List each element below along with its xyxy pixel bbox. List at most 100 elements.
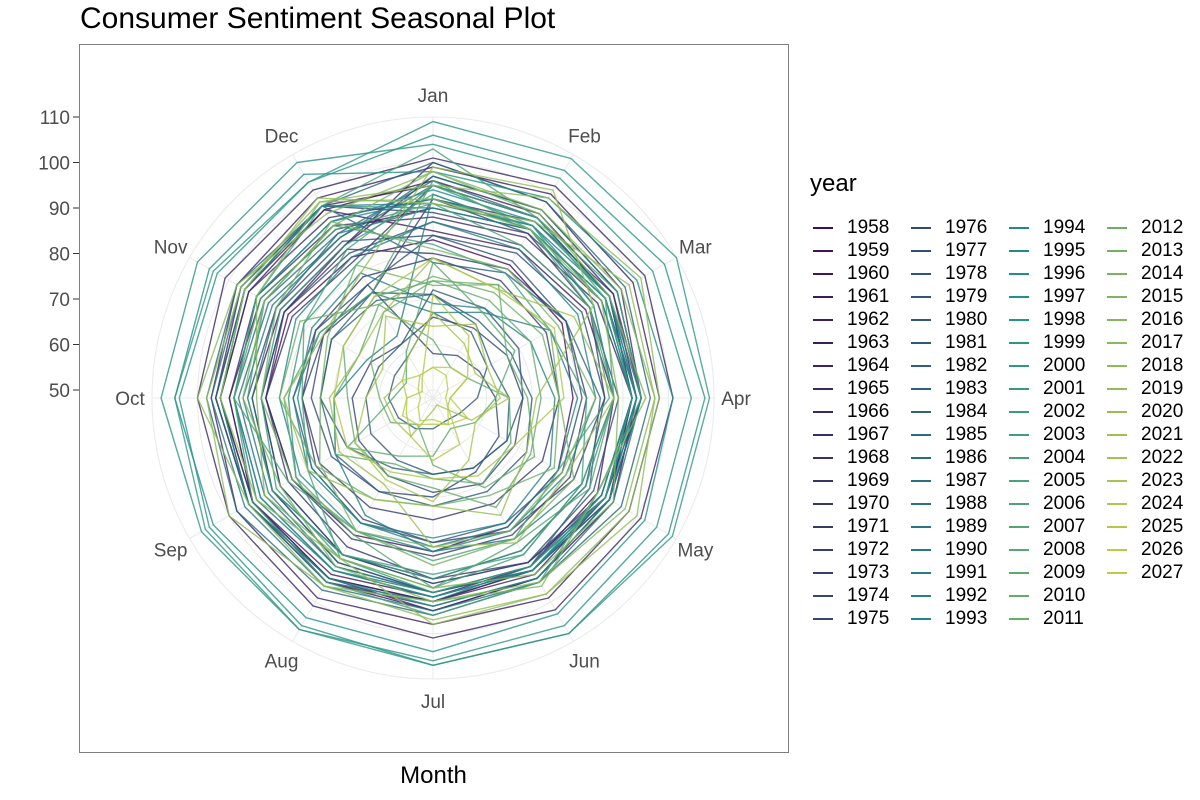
legend-key [1009, 548, 1029, 551]
legend-label: 2005 [1043, 469, 1086, 491]
legend-key [911, 272, 931, 275]
legend-item-1990: 1990 [906, 538, 1004, 561]
legend-item-2024: 2024 [1102, 492, 1200, 515]
legend-item-1964: 1964 [808, 354, 906, 377]
legend-item-1963: 1963 [808, 331, 906, 354]
legend-key [1009, 456, 1029, 459]
legend-key [1107, 525, 1127, 528]
month-label-jun: Jun [569, 651, 600, 672]
series-line-2027 [417, 366, 450, 426]
legend-label: 1974 [847, 584, 890, 606]
month-label-feb: Feb [568, 127, 601, 148]
legend-key [813, 571, 833, 574]
legend-item-2004: 2004 [1004, 446, 1102, 469]
legend-label: 1979 [945, 285, 988, 307]
legend-item-2025: 2025 [1102, 515, 1200, 538]
legend-items: 1958 1959 1960 1961 1962 1963 1964 1965 1966 1967… [808, 216, 1200, 630]
series-line-2013 [319, 264, 575, 566]
radial-tick-label-70: 70 [49, 290, 70, 311]
legend-key [813, 249, 833, 252]
legend-label: 2013 [1141, 239, 1184, 261]
legend-key [813, 387, 833, 390]
legend-label: 2024 [1141, 492, 1184, 514]
legend-key [813, 548, 833, 551]
legend-label: 1978 [945, 262, 988, 284]
legend-label: 1995 [1043, 239, 1086, 261]
legend-key [1107, 295, 1127, 298]
grid-spoke-feb [432, 154, 574, 399]
legend-item-2005: 2005 [1004, 469, 1102, 492]
series-line-1965 [196, 157, 674, 639]
legend-item-1972: 1972 [808, 538, 906, 561]
legend-item-1987: 1987 [906, 469, 1004, 492]
legend-label: 1962 [847, 308, 890, 330]
series-line-2017 [196, 170, 656, 603]
legend-label: 1973 [847, 561, 890, 583]
legend-label: 2010 [1043, 584, 1086, 606]
legend-label: 2002 [1043, 400, 1086, 422]
legend: year 1958 1959 1960 1961 1962 1963 1964 1965 196… [808, 170, 1200, 630]
legend-item-1979: 1979 [906, 285, 1004, 308]
legend-key [1009, 295, 1029, 298]
legend-key [1009, 387, 1029, 390]
legend-label: 1986 [945, 446, 988, 468]
legend-item-2011: 2011 [1004, 607, 1102, 630]
legend-item-1998: 1998 [1004, 308, 1102, 331]
legend-key [1107, 226, 1127, 229]
legend-item-2026: 2026 [1102, 538, 1200, 561]
legend-item-1984: 1984 [906, 400, 1004, 423]
legend-item-2022: 2022 [1102, 446, 1200, 469]
radial-tick-labels: 50 60 70 80 90 100 110 [38, 108, 79, 402]
legend-item-1970: 1970 [808, 492, 906, 515]
legend-label: 2009 [1043, 561, 1086, 583]
legend-item-2010: 2010 [1004, 584, 1102, 607]
radial-grid [151, 116, 715, 680]
legend-label: 2023 [1141, 469, 1184, 491]
legend-key [1009, 249, 1029, 252]
legend-label: 1972 [847, 538, 890, 560]
legend-key [813, 502, 833, 505]
legend-key [813, 525, 833, 528]
legend-label: 2008 [1043, 538, 1086, 560]
legend-item-1965: 1965 [808, 377, 906, 400]
legend-label: 1997 [1043, 285, 1086, 307]
legend-label: 1977 [945, 239, 988, 261]
legend-item-1994: 1994 [1004, 216, 1102, 239]
legend-label: 1968 [847, 446, 890, 468]
month-label-mar: Mar [679, 238, 712, 259]
legend-key [1107, 410, 1127, 413]
legend-item-1977: 1977 [906, 239, 1004, 262]
legend-key [911, 387, 931, 390]
legend-label: 1989 [945, 515, 988, 537]
legend-item-2009: 2009 [1004, 561, 1102, 584]
legend-item-1981: 1981 [906, 331, 1004, 354]
radial-tick-label-90: 90 [49, 199, 70, 220]
legend-key [911, 249, 931, 252]
series-line-2008 [346, 261, 516, 457]
legend-label: 2011 [1043, 607, 1084, 629]
legend-item-1962: 1962 [808, 308, 906, 331]
legend-key [1009, 479, 1029, 482]
radial-tick-label-100: 100 [38, 154, 70, 175]
legend-item-1999: 1999 [1004, 331, 1102, 354]
legend-label: 2006 [1043, 492, 1086, 514]
series-line-2000 [174, 120, 711, 666]
radial-tick-label-60: 60 [49, 336, 70, 357]
legend-key [911, 295, 931, 298]
month-label-nov: Nov [154, 238, 188, 259]
radial-tick-label-80: 80 [49, 245, 70, 266]
legend-key [1009, 594, 1029, 597]
legend-item-1974: 1974 [808, 584, 906, 607]
legend-key [813, 594, 833, 597]
legend-key [911, 226, 931, 229]
legend-item-2001: 2001 [1004, 377, 1102, 400]
legend-key [1107, 479, 1127, 482]
series-line-2023 [354, 315, 501, 503]
legend-key [911, 318, 931, 321]
legend-item-1969: 1969 [808, 469, 906, 492]
legend-label: 2018 [1141, 354, 1184, 376]
legend-item-1980: 1980 [906, 308, 1004, 331]
legend-label: 2026 [1141, 538, 1184, 560]
legend-item-1961: 1961 [808, 285, 906, 308]
legend-item-2018: 2018 [1102, 354, 1200, 377]
